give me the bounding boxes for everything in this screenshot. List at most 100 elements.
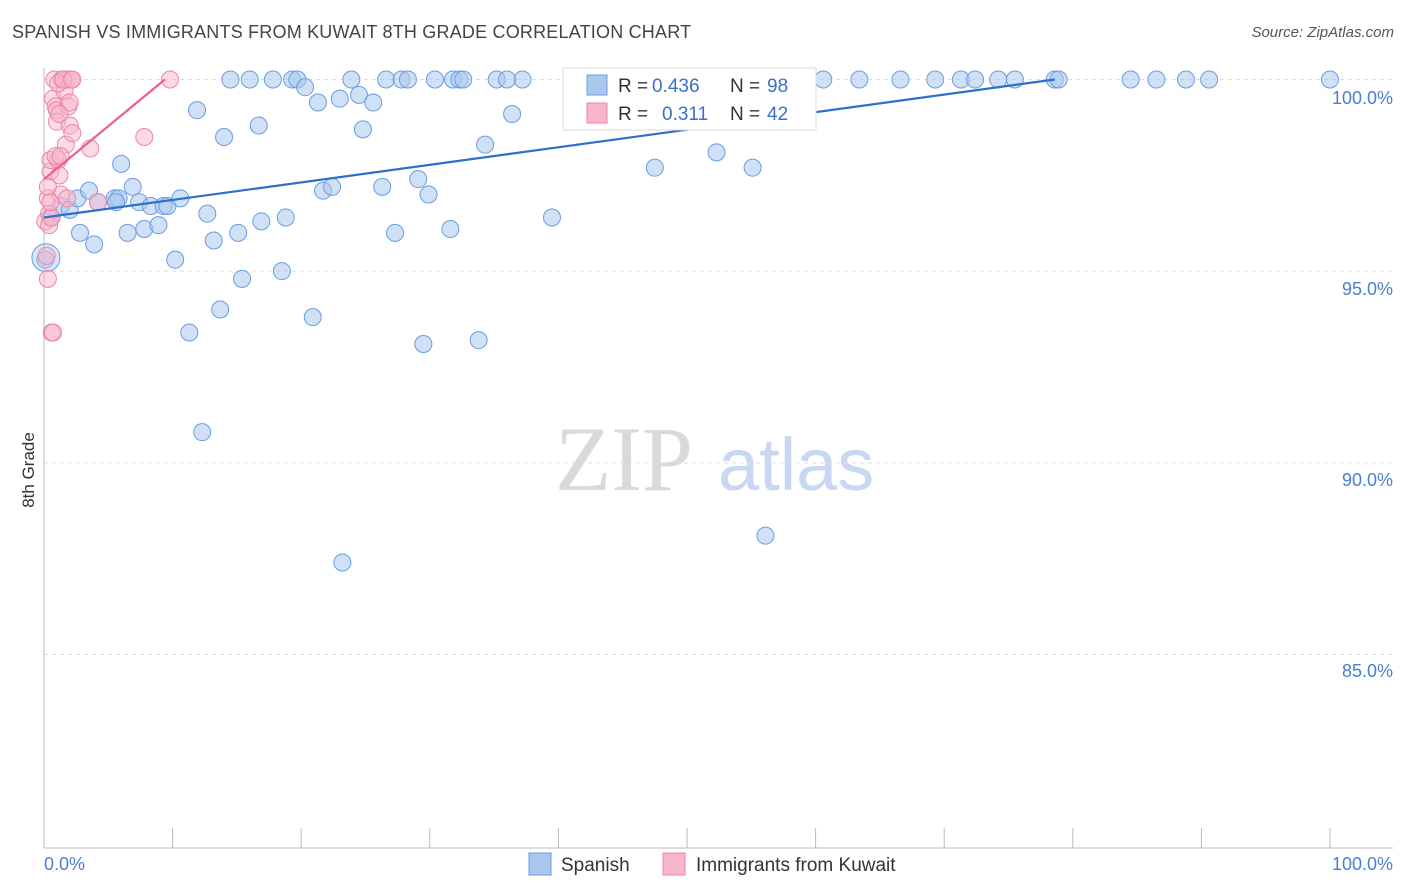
y-tick-label-85: 85.0% [1342, 661, 1393, 681]
kuwait-point [63, 70, 82, 89]
x-tick-label-min: 0.0% [44, 854, 85, 874]
spanish-point [215, 128, 234, 146]
legend-swatch-kuwait [586, 102, 608, 124]
spanish-point [296, 78, 315, 97]
kuwait-point [58, 189, 77, 208]
spanish-point [377, 70, 396, 89]
spanish-point [497, 70, 516, 89]
kuwait-point [37, 246, 56, 265]
legend-r-label-2: R = [618, 104, 648, 125]
spanish-point [272, 262, 291, 281]
spanish-point [193, 423, 212, 442]
kuwait-point [60, 93, 79, 112]
spanish-point [303, 308, 322, 327]
kuwait-point [51, 147, 70, 166]
spanish-trendline [43, 78, 1055, 219]
spanish-point [743, 158, 762, 177]
spanish-point [166, 250, 185, 269]
spanish-point [308, 93, 327, 112]
source-label: Source: ZipAtlas.com [1251, 24, 1394, 41]
legend-n-label-1: N = [730, 76, 760, 97]
spanish-point [398, 70, 417, 89]
spanish-point [229, 223, 248, 242]
bottom-legend-label-kuwait: Immigrants from Kuwait [696, 855, 896, 876]
spanish-point [1147, 70, 1166, 89]
spanish-point [814, 70, 833, 89]
trendlines [43, 78, 1055, 219]
kuwait-points [36, 70, 180, 342]
spanish-point [364, 93, 383, 112]
spanish-point [85, 235, 104, 254]
stats-legend: R = 0.436 N = 98 R = 0.311 N = 42 [562, 67, 817, 131]
spanish-point [891, 70, 910, 89]
spanish-point [211, 300, 230, 319]
spanish-point [373, 177, 392, 196]
legend-n-value-2: 42 [767, 104, 788, 125]
spanish-point [118, 223, 137, 242]
spanish-point [454, 70, 473, 89]
spanish-point [476, 135, 495, 154]
spanish-point [333, 553, 352, 572]
kuwait-point [41, 193, 60, 212]
legend-r-value-1: 0.436 [652, 76, 700, 97]
spanish-point [276, 208, 295, 227]
spanish-point [252, 212, 271, 231]
spanish-point [180, 323, 199, 342]
y-tick-label-100: 100.0% [1332, 88, 1393, 108]
kuwait-trendline [43, 78, 166, 181]
spanish-point [323, 177, 342, 196]
legend-n-value-1: 98 [767, 76, 788, 97]
spanish-point [71, 223, 90, 242]
watermark-zip: ZIP [555, 408, 693, 510]
kuwait-point [81, 139, 100, 158]
spanish-point [441, 220, 460, 238]
spanish-point [645, 158, 664, 177]
y-tick-label-95: 95.0% [1342, 279, 1393, 299]
gridlines [44, 79, 1393, 655]
spanish-point [149, 216, 168, 235]
spanish-point [350, 85, 369, 104]
spanish-point [123, 177, 142, 196]
spanish-point [469, 331, 488, 350]
kuwait-point [38, 177, 57, 196]
spanish-point [707, 143, 726, 162]
spanish-point [188, 101, 207, 120]
kuwait-point [135, 128, 154, 146]
spanish-point [1200, 70, 1219, 89]
watermark-atlas: atlas [718, 423, 874, 506]
spanish-point [221, 70, 240, 89]
spanish-point [249, 116, 268, 135]
spanish-point [233, 269, 252, 288]
kuwait-point [44, 323, 63, 342]
spanish-point [850, 70, 869, 89]
kuwait-point [38, 269, 57, 288]
y-axis-label: 8th Grade [19, 432, 38, 508]
spanish-point [342, 70, 361, 89]
spanish-point [198, 204, 217, 223]
spanish-point [503, 105, 522, 123]
spanish-point [425, 70, 444, 89]
spanish-point [513, 70, 532, 89]
spanish-point [542, 208, 561, 227]
spanish-point [112, 154, 131, 173]
spanish-point [756, 526, 775, 545]
bottom-legend-label-spanish: Spanish [561, 855, 630, 876]
x-tick-label-max: 100.0% [1332, 854, 1393, 874]
kuwait-point [50, 105, 69, 123]
kuwait-point [161, 70, 180, 89]
kuwait-point [63, 124, 82, 143]
spanish-point [386, 223, 405, 242]
spanish-point [419, 185, 438, 204]
spanish-point [966, 70, 985, 89]
series-legend: Spanish Immigrants from Kuwait [528, 852, 896, 876]
kuwait-point [89, 193, 108, 212]
legend-swatch-spanish [586, 74, 608, 96]
spanish-point [926, 70, 945, 89]
spanish-point [330, 89, 349, 108]
bottom-legend-swatch-spanish [528, 852, 552, 876]
spanish-point [204, 231, 223, 250]
legend-r-value-2: 0.311 [662, 104, 708, 125]
spanish-point [263, 70, 282, 89]
bottom-legend-swatch-kuwait [662, 852, 686, 876]
